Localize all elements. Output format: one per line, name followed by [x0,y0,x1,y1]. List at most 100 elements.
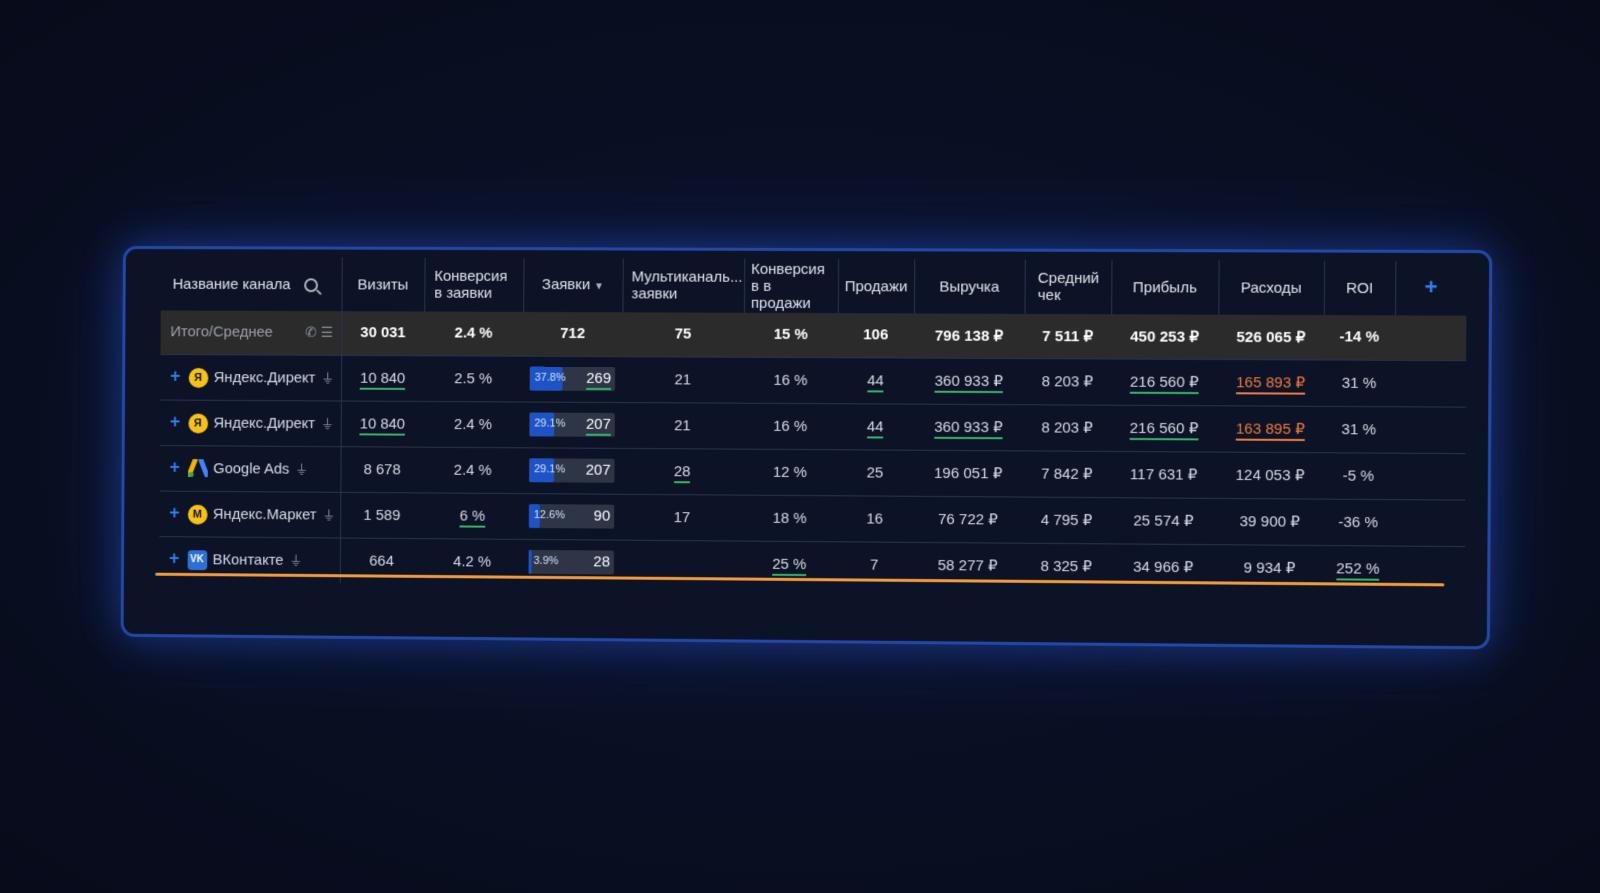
avg-check-value: 8 203 ₽ [1023,404,1111,451]
roi-value: -36 % [1322,498,1394,546]
sales-value[interactable]: 44 [867,371,884,392]
leads-bar: 37.8% 269 [529,366,616,392]
expand-icon[interactable]: + [169,456,180,477]
leads-value[interactable]: 269 [586,369,612,391]
table-row[interactable]: + Я Яндекс.Директ ⏚ 10 840 2.4 % 29.1% 207 2… [159,399,1466,454]
sales-value[interactable]: 44 [866,417,884,439]
plug-icon[interactable]: ⏚ [322,507,336,523]
table-row[interactable]: + Я Яндекс.Директ ⏚ 10 840 2.5 % 37.8% 269 2… [160,353,1467,407]
channel-cell[interactable]: + Я Яндекс.Директ ⏚ [160,353,342,401]
roi-value: 31 % [1322,405,1395,453]
profit-value[interactable]: 216 560 ₽ [1129,419,1199,441]
column-header-leads[interactable]: Заявки ▼ [523,258,623,313]
expenses-value[interactable]: 165 893 ₽ [1236,374,1306,395]
plug-icon[interactable]: ⏚ [321,370,335,386]
google-ads-icon [188,459,208,479]
expand-icon[interactable]: + [170,365,181,386]
search-icon[interactable] [304,277,319,292]
yandex-market-icon: M [187,504,208,525]
leads-share: 29.1% [534,463,566,476]
leads-share: 29.1% [534,417,566,430]
column-header-roi[interactable]: ROI [1323,260,1396,316]
column-header-multichannel[interactable]: Мультиканаль... заявки [622,258,745,313]
table-row[interactable]: + Google Ads ⏚ 8 678 2.4 % 29.1% 207 28 12 … [159,445,1466,500]
plug-icon[interactable]: ⏚ [295,461,309,477]
column-label-leads: Заявки [541,275,591,293]
revenue-value[interactable]: 360 933 ₽ [934,418,1003,440]
column-label-conv-leads: Конверсия в заявки [434,267,508,302]
total-roi: -14 % [1323,315,1396,360]
channel-name: Google Ads [213,460,290,478]
plug-icon[interactable]: ⏚ [289,553,303,569]
column-header-channel[interactable]: Название канала [160,256,342,312]
plug-icon[interactable]: ⏚ [320,416,334,432]
column-header-sales[interactable]: Продажи [837,259,915,314]
column-header-conv-leads[interactable]: Конверсия в заявки [424,257,524,312]
multichannel-value[interactable]: 28 [673,462,691,483]
leads-share: 3.9% [533,555,559,568]
channel-cell[interactable]: + M Яндекс.Маркет ⏚ [159,490,341,538]
leads-value[interactable]: 207 [585,461,611,479]
column-header-revenue[interactable]: Выручка [913,259,1025,314]
profit-value: 117 631 ₽ [1110,450,1218,498]
leads-value[interactable]: 90 [593,507,611,525]
multichannel-value: 17 [621,493,743,541]
conv-leads-value[interactable]: 6 % [459,507,486,528]
list-icon[interactable]: ☰ [320,324,333,341]
leads-value[interactable]: 28 [593,553,611,571]
channel-cell[interactable]: + Я Яндекс.Директ ⏚ [159,399,341,447]
total-conv-leads: 2.4 % [424,311,524,356]
conv-sales-value: 16 % [743,356,838,404]
total-leads: 712 [522,311,623,357]
profit-value[interactable]: 216 560 ₽ [1129,373,1199,395]
yandex-direct-icon: Я [188,368,208,388]
leads-bar: 29.1% 207 [529,458,615,483]
total-visits: 30 031 [341,311,425,356]
column-label-channel: Название канала [172,275,291,293]
channels-table: Название канала Визиты Конверсия в заявк… [159,256,1467,593]
expand-icon[interactable]: + [169,411,181,432]
expand-icon[interactable]: + [168,548,180,569]
roi-value[interactable]: 252 % [1336,559,1380,581]
channel-cell[interactable]: + Google Ads ⏚ [159,445,341,492]
revenue-value[interactable]: 360 933 ₽ [934,372,1003,394]
add-column-button[interactable]: + [1395,261,1467,316]
leads-value[interactable]: 207 [585,415,611,436]
table-header-row: Название канала Визиты Конверсия в заявк… [160,256,1467,316]
revenue-value: 76 722 ₽ [912,495,1024,543]
plus-icon: + [1424,274,1438,300]
conv-leads-value: 2.4 % [423,446,523,494]
visits-value[interactable]: 10 840 [359,415,406,436]
column-header-profit[interactable]: Прибыль [1111,259,1219,315]
conv-leads-value: 2.5 % [423,355,523,402]
channel-name: Яндекс.Директ [213,369,316,387]
expenses-value[interactable]: 163 895 ₽ [1235,420,1305,442]
column-header-expenses[interactable]: Расходы [1218,260,1325,316]
total-avg-check: 7 511 ₽ [1024,313,1112,359]
column-header-visits[interactable]: Визиты [341,257,425,312]
column-header-conv-sales[interactable]: Конверсия в в продажи [743,258,839,314]
visits-value: 1 589 [340,491,424,539]
visits-value[interactable]: 10 840 [359,369,406,390]
column-label-conv-sales: Конверсия в в продажи [750,260,825,312]
sort-desc-icon[interactable]: ▼ [593,280,604,292]
expenses-value: 39 900 ₽ [1216,497,1323,545]
total-label-cell: Итого/Среднее ✆ ☰ [160,310,342,355]
conv-sales-value: 16 % [743,402,838,450]
avg-check-value: 4 795 ₽ [1023,496,1111,544]
total-sales: 106 [837,313,914,358]
expenses-value: 124 053 ₽ [1217,451,1323,499]
channel-name: Яндекс.Маркет [212,505,317,524]
visits-value: 8 678 [340,446,424,493]
conv-sales-value[interactable]: 25 % [772,555,807,576]
yandex-direct-icon: Я [187,413,208,434]
expand-icon[interactable]: + [169,502,180,523]
phone-icon[interactable]: ✆ [305,324,317,341]
total-row: Итого/Среднее ✆ ☰ 30 031 2.4 % 712 75 15… [160,310,1467,361]
total-expenses: 526 065 ₽ [1218,314,1324,360]
leads-share: 12.6% [533,509,565,522]
analytics-panel: Название канала Визиты Конверсия в заявк… [120,245,1493,650]
leads-bar-fill [528,550,532,575]
channel-name: ВКонтакте [212,551,284,570]
column-header-avg-check[interactable]: Средний чек [1024,259,1112,315]
